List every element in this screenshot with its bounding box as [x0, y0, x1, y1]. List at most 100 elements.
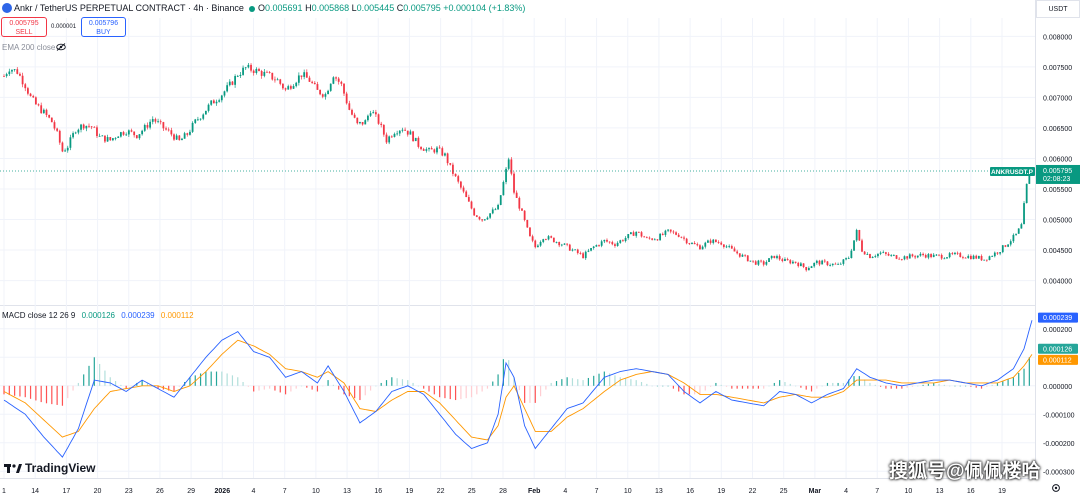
macd-histogram-bar	[672, 385, 674, 389]
candle-body	[956, 252, 959, 254]
candle-body	[1015, 233, 1017, 235]
candle-body	[730, 246, 733, 249]
ema-indicator-label[interactable]: EMA 200 close	[2, 43, 56, 52]
macd-histogram-bar	[109, 377, 111, 386]
macd-tick-label: 0.000000	[1043, 384, 1072, 391]
candle-body	[635, 231, 638, 236]
buy-button[interactable]: 0.005796 BUY	[81, 17, 126, 37]
currency-selector[interactable]: USDT	[1036, 0, 1080, 18]
candle-body	[494, 209, 497, 211]
gear-icon[interactable]	[1051, 483, 1061, 493]
candle-body	[138, 134, 141, 139]
candle-body	[637, 231, 640, 233]
macd-histogram-bar	[885, 385, 887, 389]
candle-body	[478, 216, 481, 220]
macd-histogram-bar	[779, 380, 781, 386]
macd-histogram-bar	[975, 385, 977, 388]
candle-body	[531, 236, 534, 241]
macd-histogram-bar	[114, 381, 117, 386]
macd-histogram-bar	[502, 359, 504, 386]
symbol-title[interactable]: Ankr / TetherUS PERPETUAL CONTRACT · 4h …	[14, 3, 244, 13]
candle-body	[173, 134, 175, 140]
candle-body	[930, 254, 932, 258]
candle-body	[908, 254, 911, 259]
macd-histogram-bar	[130, 385, 133, 387]
candle-body	[725, 246, 728, 248]
candle-body	[834, 263, 837, 265]
macd-histogram-bar	[486, 385, 489, 389]
candle-body	[90, 126, 93, 128]
candle-body	[226, 85, 229, 92]
candle-body	[287, 86, 290, 90]
macd-histogram-bar	[29, 385, 32, 399]
candle-body	[590, 248, 592, 251]
candle-body	[829, 265, 832, 266]
macd-histogram-bar	[869, 382, 871, 386]
candle-body	[396, 133, 399, 135]
candle-body	[600, 241, 603, 246]
candle-body	[218, 100, 221, 102]
candle-body	[855, 229, 858, 241]
macd-histogram-bar	[800, 385, 802, 388]
macd-tick-label: -0.000100	[1043, 412, 1075, 419]
candle-body	[688, 243, 691, 245]
candle-body	[744, 254, 747, 256]
candle-body	[223, 91, 226, 96]
macd-histogram-bar	[577, 379, 579, 386]
macd-histogram-bar	[369, 385, 372, 391]
macd-histogram-bar	[826, 382, 829, 386]
time-tick-label: 19	[717, 488, 725, 495]
macd-histogram-bar	[492, 381, 494, 386]
tradingview-logo[interactable]: TradingView	[4, 461, 95, 475]
candle-body	[356, 117, 359, 124]
candle-body	[324, 94, 327, 97]
high-label: H	[305, 3, 312, 13]
price-tick-label: 0.007500	[1043, 65, 1072, 72]
candle-body	[1007, 244, 1009, 247]
candle-body	[542, 239, 545, 242]
candle-body	[112, 138, 114, 141]
macd-histogram-bar	[269, 385, 271, 389]
macd-histogram-bar	[598, 373, 600, 386]
macd-legend[interactable]: MACD close 12 26 9 0.000126 0.000239 0.0…	[2, 311, 194, 320]
candle-body	[1020, 224, 1023, 229]
candle-body	[380, 123, 383, 126]
candle-body	[449, 163, 452, 165]
macd-histogram-bar	[991, 384, 993, 386]
last-price-label: 0.005795	[1043, 168, 1072, 175]
candle-body	[430, 148, 433, 150]
candle-body	[675, 232, 677, 235]
candle-body	[794, 261, 797, 263]
macd-histogram-bar	[322, 385, 324, 387]
candle-body	[845, 258, 847, 260]
candle-body	[234, 76, 237, 85]
macd-value-badge-box	[1038, 312, 1078, 323]
eye-hidden-icon[interactable]	[56, 43, 66, 51]
macd-histogram-bar	[678, 385, 680, 392]
macd-histogram-bar	[253, 385, 255, 392]
macd-histogram-bar	[571, 378, 574, 386]
sell-button[interactable]: 0.005795 SELL	[1, 17, 47, 37]
macd-line-value: 0.000239	[121, 311, 155, 320]
candle-body	[568, 244, 571, 251]
candle-body	[547, 236, 550, 240]
candle-body	[555, 242, 558, 243]
candle-body	[61, 142, 64, 152]
macd-histogram-bar	[35, 385, 37, 401]
candle-body	[842, 259, 845, 264]
candle-body	[45, 109, 48, 115]
macd-tick-label: -0.000300	[1043, 469, 1075, 476]
candle-body	[954, 252, 956, 255]
candle-body	[24, 84, 27, 89]
candle-body	[805, 266, 808, 271]
candle-body	[895, 255, 898, 259]
time-tick-label: 10	[624, 488, 632, 495]
candle-body	[959, 253, 962, 258]
candle-body	[321, 94, 324, 97]
candle-body	[117, 136, 120, 138]
macd-histogram-bar	[146, 382, 149, 386]
candle-body	[576, 249, 579, 254]
time-tick-label: 10	[312, 488, 320, 495]
